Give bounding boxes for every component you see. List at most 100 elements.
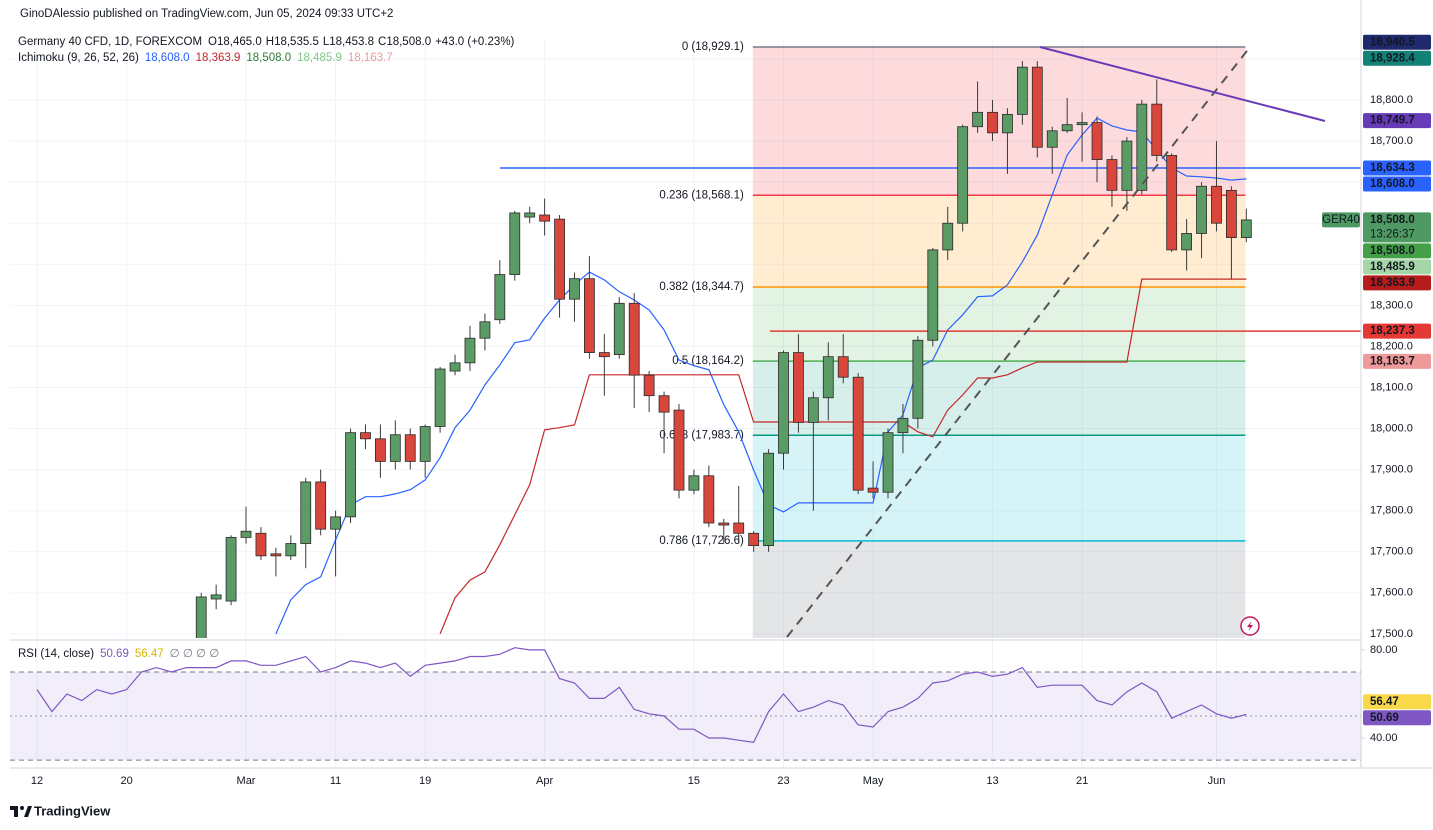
candle-body <box>912 339 924 419</box>
x-tick-label: 21 <box>1076 775 1088 787</box>
candle-body <box>867 487 879 493</box>
fib-label: 0.382 (18,344.7) <box>659 281 744 293</box>
ohlc: L18,453.8 <box>323 36 374 48</box>
alert-icon[interactable] <box>1240 616 1260 636</box>
fib-zone <box>752 286 1246 362</box>
candle-body <box>957 126 969 224</box>
candle-body <box>315 481 327 530</box>
candles <box>195 60 1252 638</box>
x-tick-label: 11 <box>330 775 341 787</box>
symbol-legend: Germany 40 CFD, 1D, FOREXCOM O18,465.0 H18… <box>18 36 515 48</box>
candle-body <box>748 532 760 546</box>
price-label-box <box>1363 176 1431 192</box>
rsi-legend: RSI (14, close) 50.69 56.47 ∅ ∅ ∅ ∅ <box>18 648 219 660</box>
ohlc-change: +43.0 (+0.23%) <box>435 36 514 48</box>
rsi-plot <box>36 647 1247 744</box>
price-label-box <box>1363 259 1431 275</box>
fib-label: 0 (18,929.1) <box>682 41 744 53</box>
price-label: 18,749.7 <box>1370 115 1415 127</box>
price-label-box <box>1363 275 1431 291</box>
candle-body <box>942 222 954 251</box>
candle-body <box>404 434 416 462</box>
x-tick-label: 12 <box>31 775 43 787</box>
price-label-box <box>1363 323 1431 339</box>
fib-label: 0.786 (17,726.6) <box>659 535 744 547</box>
candle-body <box>673 409 685 491</box>
candle-body <box>509 212 521 275</box>
fib-label: 0.618 (17,983.7) <box>659 429 744 441</box>
candle-body <box>613 302 625 356</box>
brand-logo <box>24 806 32 817</box>
ichimoku-line <box>439 278 1247 635</box>
publisher: GinoDAlessio published on TradingView.co… <box>20 8 393 20</box>
rsi-title: RSI (14, close) <box>18 648 94 660</box>
price-label: 18,928.4 <box>1370 52 1415 64</box>
countdown: 13:26:37 <box>1370 228 1415 240</box>
brand: TradingView <box>10 803 111 818</box>
candle-body <box>569 278 580 300</box>
legend-value: 56.47 <box>135 648 164 660</box>
candle-body <box>598 352 610 358</box>
candle-body <box>225 536 237 602</box>
candle-body <box>1240 219 1252 238</box>
candle-body <box>733 522 745 534</box>
symbol-tag-box <box>1322 212 1360 228</box>
brand-name: TradingView <box>34 803 111 818</box>
candle-body <box>643 374 655 397</box>
price-label-box <box>1363 212 1431 243</box>
legend-value: 18,163.7 <box>348 52 393 64</box>
candle-body <box>1016 66 1028 115</box>
x-tick-label: 20 <box>120 775 132 787</box>
candle-body <box>718 522 730 526</box>
y-tick-label: 17,900.0 <box>1370 464 1413 476</box>
fibonacci: 0 (18,929.1) 0.236 (18,568.1) 0.382 (18,34… <box>659 41 1246 638</box>
fib-zone <box>752 540 1246 638</box>
fib-zone <box>752 361 1246 436</box>
price-label: 18,163.7 <box>1370 355 1415 367</box>
candle-body <box>195 596 207 638</box>
alert-icon-bolt <box>1247 621 1253 631</box>
candle-body <box>494 274 506 321</box>
rsi-label: 56.47 <box>1370 696 1399 708</box>
candle-body <box>1076 122 1088 126</box>
legend-value: 50.69 <box>100 648 129 660</box>
candle-body <box>419 426 431 462</box>
candle-body <box>374 438 386 462</box>
trendline <box>1039 46 1326 122</box>
ichimoku-line <box>275 117 1247 635</box>
price-label-box <box>1363 50 1431 66</box>
candle-body <box>300 481 312 544</box>
overlay-lines <box>275 117 1361 635</box>
candle-body <box>1091 122 1103 160</box>
x-tick-label: Apr <box>536 775 553 787</box>
y-tick-label: 18,700.0 <box>1370 135 1413 147</box>
price-label-box <box>1363 34 1431 50</box>
price-label: 18,940.5 <box>1370 36 1415 48</box>
candle-body <box>389 434 401 462</box>
candle-body <box>628 302 640 376</box>
x-tick-label: 13 <box>986 775 998 787</box>
legend-value: 18,485.9 <box>297 52 342 64</box>
x-tick-label: 15 <box>688 775 700 787</box>
candle-body <box>360 432 371 440</box>
candle-body <box>1002 113 1013 134</box>
rsi-label-box <box>1363 694 1431 710</box>
price-label: 18,363.9 <box>1370 277 1415 289</box>
y-tick-label: 17,600.0 <box>1370 587 1413 599</box>
candle-body <box>927 249 939 341</box>
price-label-box <box>1363 243 1431 259</box>
price-label-box <box>1363 353 1431 369</box>
candle-body <box>882 432 894 493</box>
y-tick-label: 18,200.0 <box>1370 340 1413 352</box>
candle-body <box>1106 159 1118 191</box>
candle-body <box>1031 66 1043 148</box>
y-tick-label: 18,100.0 <box>1370 381 1413 393</box>
fib-zone <box>752 435 1246 541</box>
rsi-label-box <box>1363 710 1431 726</box>
candle-body <box>1151 103 1163 156</box>
candle-body <box>1061 124 1073 132</box>
candle-body <box>345 432 356 518</box>
price-label: 18,508.0 <box>1370 214 1415 226</box>
